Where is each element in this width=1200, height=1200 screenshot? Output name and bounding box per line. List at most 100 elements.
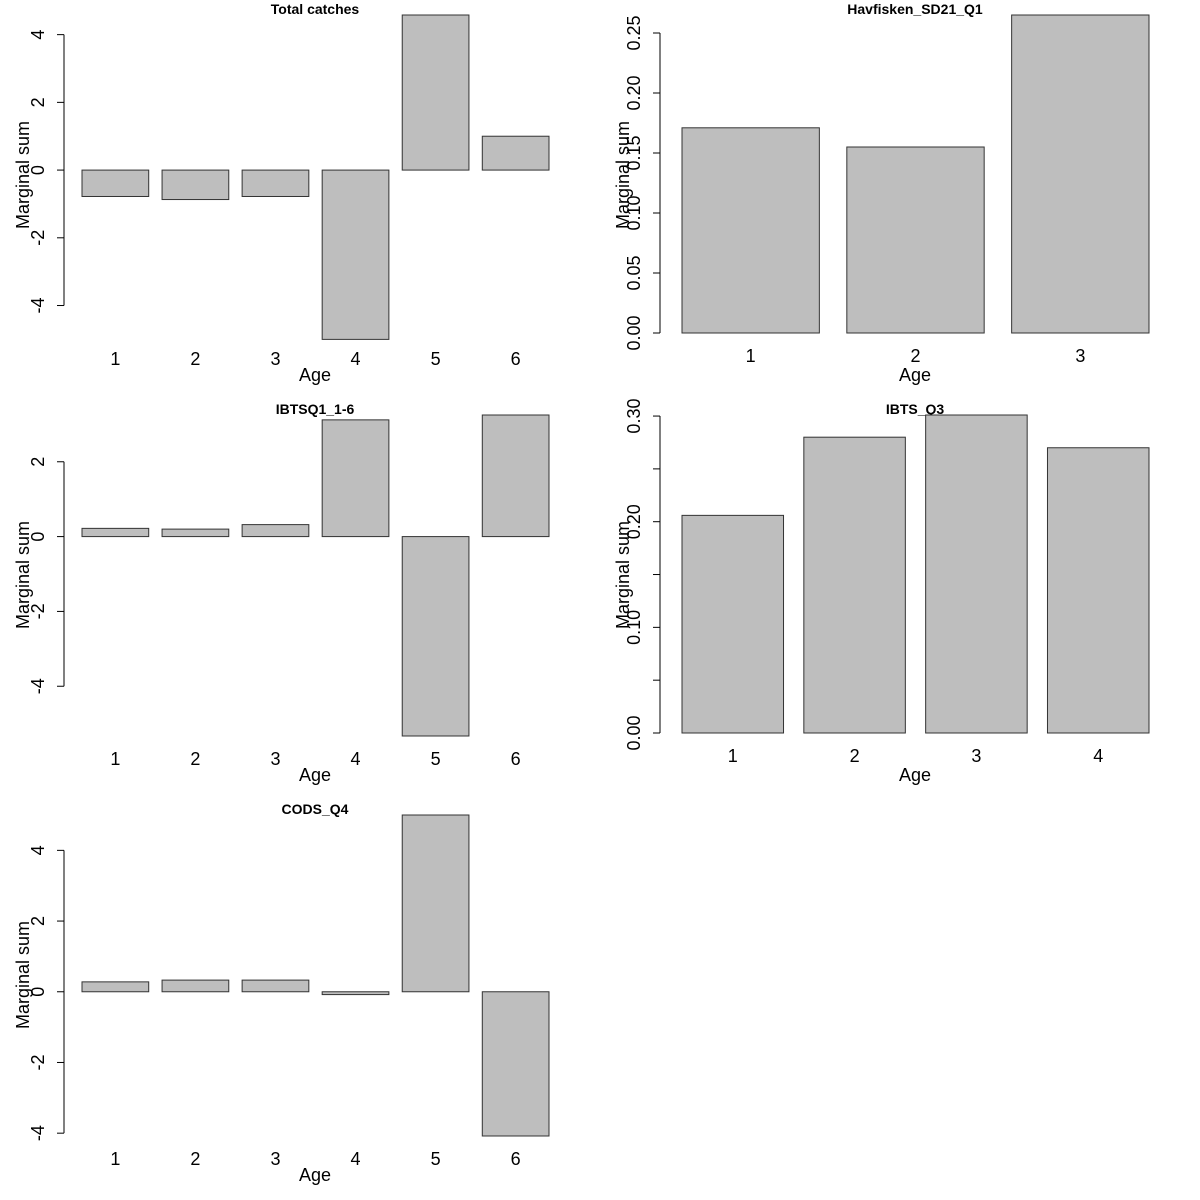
x-tick-label: 2 xyxy=(910,346,920,366)
x-axis-tick-labels: 1 2 3 xyxy=(746,346,1086,366)
x-tick-label: 3 xyxy=(1075,346,1085,366)
y-tick-label: -2 xyxy=(28,1054,48,1070)
x-axis-tick-labels: 1 2 3 4 5 6 xyxy=(110,349,520,369)
x-tick-label: 1 xyxy=(110,1149,120,1169)
bar-age-5 xyxy=(401,536,470,737)
y-tick-label: 4 xyxy=(28,845,48,855)
y-tick-label: -4 xyxy=(28,678,48,694)
x-tick-label: 3 xyxy=(270,349,280,369)
x-tick-label: 4 xyxy=(351,1149,361,1169)
x-tick-label: 3 xyxy=(270,749,280,769)
y-axis-label: Marginal sum xyxy=(13,521,33,629)
y-tick-label: 0 xyxy=(28,165,48,175)
x-axis-tick-labels: 1 2 3 4 xyxy=(728,746,1103,766)
bar-age-6 xyxy=(481,135,550,171)
y-tick-label: 0.00 xyxy=(624,715,644,750)
x-tick-label: 2 xyxy=(190,749,200,769)
y-axis: -4 -2 0 2 xyxy=(28,457,65,694)
panel-title: IBTS_Q3 xyxy=(886,401,945,417)
panel-title: IBTSQ1_1-6 xyxy=(276,401,355,417)
x-tick-label: 5 xyxy=(431,349,441,369)
y-tick-label: -4 xyxy=(28,298,48,314)
x-axis-label: Age xyxy=(899,765,931,785)
y-tick-label: 2 xyxy=(28,97,48,107)
y-axis: -4 -2 0 2 4 xyxy=(28,845,65,1141)
panel-cods-q4: CODS_Q4 Age Marginal sum -4 -2 0 2 4 1 2 3 4 5 6 xyxy=(13,801,550,1185)
panel-havfisken-sd21-q1: Havfisken_SD21_Q1 Age Marginal sum 0.000… xyxy=(613,1,1150,385)
y-tick-label: 4 xyxy=(28,30,48,40)
y-axis-label: Marginal sum xyxy=(13,121,33,229)
x-tick-label: 2 xyxy=(850,746,860,766)
panel-ibts-q3: IBTS_Q3 Age Marginal sum 0.00 0.10 0.20 0.3… xyxy=(613,399,1150,785)
y-tick-label: 2 xyxy=(28,457,48,467)
bar-age-3 xyxy=(1011,14,1150,334)
x-tick-label: 1 xyxy=(746,346,756,366)
bar-age-5 xyxy=(401,14,470,171)
x-tick-label: 2 xyxy=(190,349,200,369)
y-tick-label: 0 xyxy=(28,532,48,542)
bars xyxy=(681,14,1150,334)
bar-age-4 xyxy=(321,419,390,538)
x-tick-label: 6 xyxy=(511,1149,521,1169)
x-tick-label: 3 xyxy=(971,746,981,766)
panel-title: CODS_Q4 xyxy=(282,801,349,817)
y-axis: 0.00 0.10 0.20 0.30 xyxy=(624,399,661,751)
x-axis-tick-labels: 1 2 3 4 5 6 xyxy=(110,749,520,769)
y-tick-label: 0 xyxy=(28,987,48,997)
y-tick-label: 0.10 xyxy=(624,610,644,645)
bar-age-4 xyxy=(321,991,390,996)
y-tick-label: -2 xyxy=(28,603,48,619)
bar-age-3 xyxy=(241,979,310,993)
bar-age-3 xyxy=(241,169,310,197)
bar-age-2 xyxy=(161,979,230,993)
panel-ibtsq1-1-6: IBTSQ1_1-6 Age Marginal sum -4 -2 0 2 1 2 3 4 5… xyxy=(13,401,550,785)
x-tick-label: 4 xyxy=(351,349,361,369)
bar-age-2 xyxy=(161,169,230,201)
x-tick-label: 5 xyxy=(431,749,441,769)
x-tick-label: 4 xyxy=(1093,746,1103,766)
bar-age-2 xyxy=(846,146,985,334)
x-tick-label: 2 xyxy=(190,1149,200,1169)
x-axis-label: Age xyxy=(299,765,331,785)
bar-age-6 xyxy=(481,414,550,538)
bar-age-3 xyxy=(925,414,1028,734)
panel-title: Havfisken_SD21_Q1 xyxy=(847,1,983,17)
y-tick-label: 0.25 xyxy=(624,15,644,50)
y-axis-label: Marginal sum xyxy=(613,521,633,629)
y-tick-label: -2 xyxy=(28,230,48,246)
bars xyxy=(81,814,550,1137)
y-tick-label: 0.20 xyxy=(624,504,644,539)
panel-total-catches: Total catches Age Marginal sum -4 -2 0 2 4 1… xyxy=(13,1,550,385)
bars xyxy=(681,414,1150,734)
y-tick-label: 0.30 xyxy=(624,399,644,434)
y-tick-label: -4 xyxy=(28,1125,48,1141)
panel-title: Total catches xyxy=(271,1,360,17)
y-axis: 0.00 0.05 0.10 0.15 0.20 0.25 xyxy=(624,15,661,351)
x-axis-label: Age xyxy=(299,1165,331,1185)
y-tick-label: 0.10 xyxy=(624,195,644,230)
x-tick-label: 1 xyxy=(110,749,120,769)
bar-age-1 xyxy=(81,527,150,538)
y-tick-label: 0.05 xyxy=(624,255,644,290)
bars xyxy=(81,14,550,340)
bar-age-2 xyxy=(803,436,906,734)
x-tick-label: 1 xyxy=(110,349,120,369)
y-tick-label: 0.20 xyxy=(624,75,644,110)
x-tick-label: 5 xyxy=(431,1149,441,1169)
x-axis-label: Age xyxy=(299,365,331,385)
bar-age-6 xyxy=(481,991,550,1137)
bar-age-3 xyxy=(241,524,310,538)
bars xyxy=(81,414,550,737)
x-tick-label: 1 xyxy=(728,746,738,766)
x-tick-label: 3 xyxy=(270,1149,280,1169)
x-tick-label: 4 xyxy=(351,749,361,769)
bar-age-4 xyxy=(321,169,390,340)
bar-age-1 xyxy=(681,514,785,734)
y-tick-label: 0.15 xyxy=(624,135,644,170)
bar-age-4 xyxy=(1046,447,1150,734)
y-tick-label: 2 xyxy=(28,916,48,926)
x-axis-label: Age xyxy=(899,365,931,385)
x-axis-tick-labels: 1 2 3 4 5 6 xyxy=(110,1149,520,1169)
bar-age-1 xyxy=(81,981,150,993)
